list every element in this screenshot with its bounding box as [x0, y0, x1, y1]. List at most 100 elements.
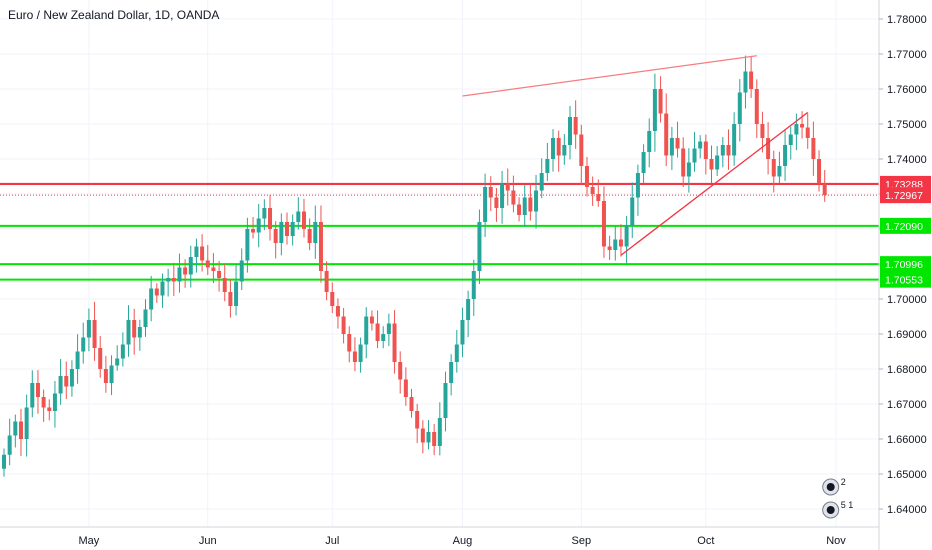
candle-jul-10	[369, 310, 374, 331]
candle-sep-2	[584, 156, 589, 197]
candle-may-6	[103, 355, 108, 393]
candle-body	[75, 351, 80, 369]
candle-body	[120, 344, 125, 359]
candle-body	[211, 267, 216, 271]
candle-body	[234, 281, 239, 306]
candle-oct-16	[766, 122, 771, 175]
candle-may-22	[171, 262, 176, 296]
candle-sep-8	[607, 235, 612, 260]
y-tick-label: 1.64000	[887, 504, 927, 516]
candle-body	[69, 369, 74, 387]
candle-sep-4	[596, 179, 601, 207]
candle-apr-23	[52, 381, 57, 428]
candle-body	[381, 334, 386, 341]
candle-jul-28	[437, 402, 442, 456]
candle-may-18	[149, 275, 154, 322]
candle-body	[601, 201, 606, 247]
candle-may-11	[120, 332, 125, 367]
candle-body	[652, 89, 657, 131]
candle-body	[483, 187, 488, 222]
candle-body	[126, 320, 131, 345]
candle-body	[352, 351, 357, 362]
candle-aug-7	[483, 173, 488, 238]
candle-body	[318, 222, 323, 271]
candle-apr-21	[41, 389, 46, 422]
candle-sep-23	[669, 126, 674, 171]
candle-sep-28	[686, 148, 691, 193]
event-marker-count: 5 1	[841, 500, 854, 510]
candle-aug-28	[568, 105, 572, 160]
candle-body	[324, 271, 329, 292]
price-badge-label: 1.72967	[885, 190, 923, 202]
y-tick-label: 1.69000	[887, 329, 927, 341]
candle-apr-20	[35, 370, 40, 414]
candle-body	[466, 299, 471, 320]
candle-aug-3	[460, 307, 465, 358]
candle-body	[358, 344, 363, 362]
candle-body	[154, 288, 159, 296]
candle-jul-30	[449, 354, 454, 396]
candle-body	[41, 397, 46, 408]
candle-body	[245, 229, 250, 261]
candle-body	[777, 166, 782, 177]
candle-jun-3	[217, 260, 222, 292]
candle-body	[545, 159, 550, 173]
candle-may-5	[98, 336, 103, 378]
candle-body	[301, 211, 306, 229]
candle-jul-21	[409, 388, 414, 418]
candle-oct-8	[732, 112, 737, 166]
candle-sep-9	[613, 226, 618, 261]
candle-apr-22	[47, 399, 52, 421]
candle-may-15	[143, 299, 148, 337]
y-tick-label: 1.74000	[887, 154, 927, 166]
price-badge-label: 1.70553	[885, 275, 923, 287]
candle-oct-21	[783, 128, 788, 181]
price-badge-bg	[880, 217, 931, 234]
candle-may-26	[183, 259, 188, 288]
price-badge-2: 1.72090	[880, 217, 931, 234]
candle-jun-15	[262, 199, 267, 231]
candle-jul-6	[347, 326, 352, 363]
candle-body	[715, 155, 720, 170]
trend-lines	[462, 55, 809, 256]
candle-jul-20	[403, 367, 408, 406]
candle-jun-18	[279, 213, 284, 256]
y-tick-label: 1.66000	[887, 434, 927, 446]
candle-body	[805, 127, 810, 138]
candle-sep-22	[664, 93, 669, 167]
event-marker-dot	[826, 483, 835, 491]
y-tick-label: 1.68000	[887, 364, 927, 376]
candle-body	[47, 407, 52, 411]
candle-jul-16	[392, 310, 397, 374]
horizontal-levels	[0, 182, 879, 281]
candle-jun-16	[268, 195, 273, 241]
candle-apr-24	[58, 358, 63, 405]
candle-jul-31	[454, 329, 459, 373]
candle-body	[698, 141, 703, 149]
candle-body	[58, 376, 63, 394]
event-marker-0: 2	[822, 477, 846, 496]
candle-body	[392, 323, 397, 362]
candle-oct-14	[754, 79, 759, 139]
candle-oct-23	[794, 113, 799, 151]
candle-oct-20	[777, 151, 782, 184]
y-tick-label: 1.65000	[887, 469, 927, 481]
candle-jun-9	[239, 248, 244, 291]
candle-oct-28	[811, 121, 816, 176]
candle-body	[205, 260, 210, 268]
candle-oct-9	[737, 79, 742, 142]
candle-may-4	[92, 301, 97, 361]
candle-body	[200, 246, 205, 261]
candle-jun-1	[205, 244, 210, 276]
candle-jul-17	[398, 351, 403, 394]
candle-body	[556, 138, 561, 156]
candle-body	[398, 362, 403, 380]
candle-body	[675, 138, 680, 149]
y-tick-label: 1.70000	[887, 294, 927, 306]
candle-jun-12	[256, 203, 261, 248]
candle-body	[817, 159, 822, 184]
candle-apr-17	[30, 370, 35, 418]
candle-jul-2	[335, 298, 340, 329]
candle-body	[341, 316, 346, 334]
